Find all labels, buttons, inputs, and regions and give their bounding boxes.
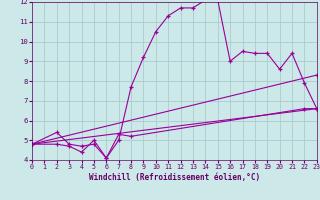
X-axis label: Windchill (Refroidissement éolien,°C): Windchill (Refroidissement éolien,°C) <box>89 173 260 182</box>
